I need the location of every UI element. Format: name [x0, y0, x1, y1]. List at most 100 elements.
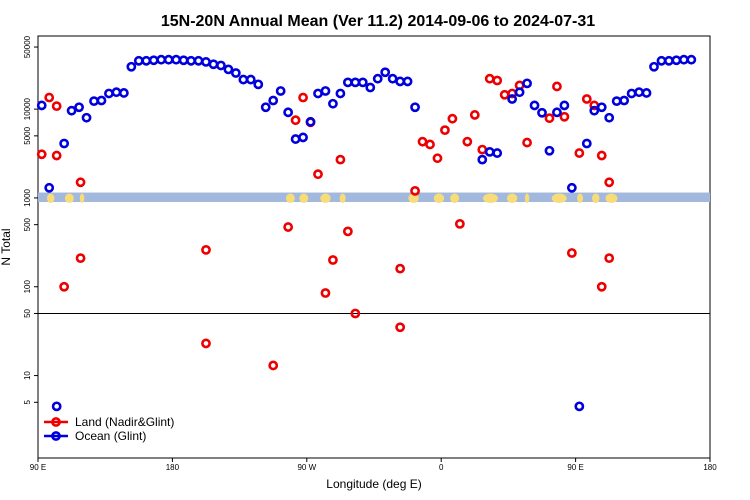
land-point — [454, 219, 465, 229]
ocean-point — [44, 182, 55, 193]
ocean-point — [298, 132, 308, 143]
ocean-point — [395, 76, 406, 87]
map-land — [299, 193, 309, 203]
ocean-point — [559, 100, 570, 111]
ocean-point — [522, 78, 532, 89]
ocean-point — [529, 100, 540, 111]
ocean-point — [59, 138, 70, 149]
map-land — [592, 193, 600, 203]
land-point — [36, 149, 47, 160]
land-point — [75, 177, 86, 188]
x-tick-label: 90 W — [297, 463, 316, 472]
land-point — [566, 248, 577, 258]
chart-title: 15N-20N Annual Mean (Ver 11.2) 2014-09-0… — [161, 13, 595, 30]
land-point — [559, 111, 570, 122]
series-land — [36, 73, 615, 371]
ocean-point — [74, 102, 84, 113]
land-point — [201, 244, 211, 255]
land-point — [320, 288, 331, 298]
ocean-point — [230, 68, 241, 78]
map-land — [577, 193, 584, 203]
x-tick-label: 90 E — [567, 463, 583, 472]
ocean-point — [245, 74, 256, 85]
land-point — [290, 115, 301, 126]
y-tick-label: 50000 — [23, 35, 32, 58]
legend-item: Land (Nadir&Glint) — [44, 415, 174, 429]
x-tick-label: 90 E — [30, 463, 46, 472]
ocean-point — [380, 67, 391, 78]
legend-item: Ocean (Glint) — [44, 429, 146, 443]
legend-marker — [51, 417, 61, 427]
y-tick-label: 500 — [23, 217, 32, 231]
legend: Land (Nadir&Glint)Ocean (Glint) — [44, 415, 174, 443]
map-land — [506, 193, 518, 203]
ocean-point — [641, 88, 652, 98]
ocean-point — [171, 54, 182, 65]
ocean-point — [118, 88, 129, 98]
land-point — [298, 92, 308, 103]
legend-label: Land (Nadir&Glint) — [75, 415, 174, 429]
land-point — [462, 136, 473, 147]
land-point — [574, 148, 585, 158]
x-axis: 90 E 180 90 W 0 90 E 180 — [30, 458, 717, 472]
map-ocean — [38, 192, 710, 202]
ocean-point — [664, 55, 674, 66]
ocean-point — [552, 107, 562, 118]
ocean-point — [283, 107, 294, 118]
map-land — [64, 193, 74, 203]
ocean-point — [581, 138, 592, 149]
land-point — [59, 281, 70, 292]
land-point — [51, 150, 62, 161]
ocean-point — [104, 88, 114, 99]
map-land — [339, 193, 346, 203]
ocean-point — [216, 60, 226, 71]
land-point — [51, 101, 62, 112]
land-point — [492, 75, 503, 86]
ocean-point — [634, 87, 644, 98]
land-point — [499, 89, 510, 100]
map-land — [524, 193, 530, 203]
land-point — [604, 177, 615, 188]
ocean-point — [141, 55, 152, 66]
x-tick-label: 180 — [166, 463, 180, 472]
map-land — [79, 193, 85, 203]
world-map-band — [38, 192, 710, 203]
y-tick-label: 100 — [23, 280, 32, 294]
ocean-point — [81, 112, 92, 123]
ocean-point — [604, 112, 615, 123]
land-point — [440, 125, 450, 136]
ocean-point — [111, 87, 122, 98]
ocean-point — [253, 79, 264, 90]
ocean-point — [238, 74, 249, 85]
y-tick-label: 10 — [23, 371, 32, 380]
land-point — [335, 154, 346, 165]
ocean-point — [477, 154, 488, 165]
ocean-point — [313, 88, 323, 99]
land-point — [484, 73, 495, 84]
y-tick-label: 5 — [23, 400, 32, 405]
land-point — [283, 222, 294, 232]
ocean-point — [678, 54, 689, 65]
ocean-point — [671, 55, 682, 66]
land-point — [425, 139, 435, 150]
ocean-point — [589, 105, 600, 116]
ocean-point — [484, 146, 495, 157]
ocean-point — [357, 77, 368, 88]
y-tick-label: 50 — [23, 308, 32, 317]
ocean-point — [410, 102, 420, 113]
land-point — [417, 136, 428, 147]
ocean-point — [290, 134, 301, 144]
ocean-point — [365, 82, 376, 93]
ocean-point — [156, 54, 167, 65]
map-land — [551, 193, 567, 203]
ocean-point — [350, 77, 361, 88]
land-point — [581, 94, 592, 104]
ocean-point — [133, 55, 144, 66]
ocean-point — [223, 64, 234, 75]
map-land — [46, 193, 55, 203]
land-point — [350, 308, 361, 319]
land-point — [596, 281, 607, 292]
map-land — [320, 193, 331, 203]
ocean-point — [611, 96, 622, 107]
